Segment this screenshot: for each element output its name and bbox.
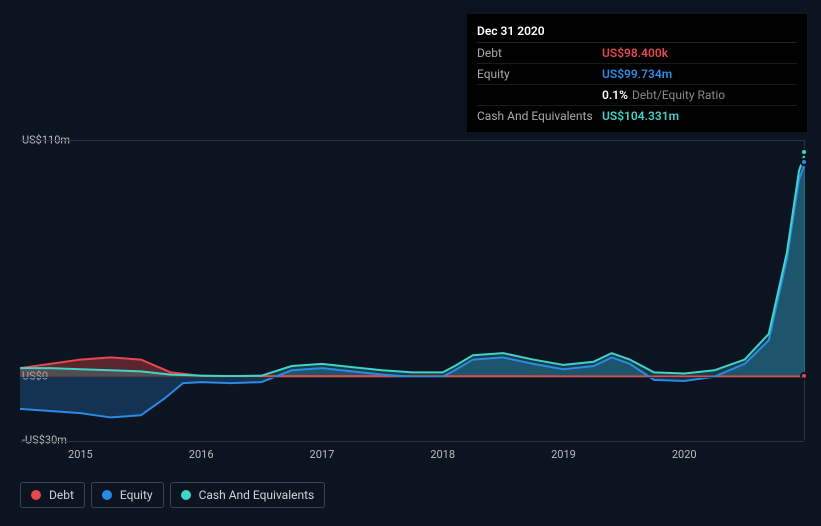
series-area-cash	[20, 153, 805, 377]
tooltip-row-value: US$98.400k	[602, 46, 668, 60]
x-axis: 2015 2016 2017 2018 2019 2020	[20, 445, 805, 465]
legend-swatch	[31, 490, 41, 500]
tooltip-row-value: US$99.734m	[602, 67, 672, 81]
chart-area: US$110mUS$0-US$30m 201520162017201820192…	[20, 120, 805, 465]
legend-item-cash[interactable]: Cash And Equivalents	[170, 482, 326, 508]
legend: Debt Equity Cash And Equivalents	[20, 482, 325, 508]
chart-panel: Dec 31 2020 DebtUS$98.400kEquityUS$99.73…	[0, 0, 821, 526]
legend-item-debt[interactable]: Debt	[20, 482, 85, 508]
legend-item-equity[interactable]: Equity	[91, 482, 164, 508]
legend-label: Equity	[120, 488, 153, 502]
hover-tooltip: Dec 31 2020 DebtUS$98.400kEquityUS$99.73…	[467, 14, 807, 132]
tooltip-row-suffix: Debt/Equity Ratio	[632, 88, 725, 102]
tooltip-row: DebtUS$98.400k	[477, 43, 797, 64]
tooltip-row: EquityUS$99.734m	[477, 64, 797, 85]
x-axis-label: 2016	[189, 448, 214, 461]
plot-area[interactable]	[20, 140, 805, 440]
legend-label: Debt	[49, 488, 74, 502]
legend-swatch	[102, 490, 112, 500]
tooltip-row-label: Equity	[477, 67, 602, 81]
series-area-equity	[20, 163, 805, 417]
tooltip-row: 0.1% Debt/Equity Ratio	[477, 85, 797, 106]
x-axis-label: 2019	[551, 448, 576, 461]
x-axis-label: 2015	[68, 448, 93, 461]
tooltip-row-value: 0.1%	[602, 88, 628, 102]
x-axis-label: 2020	[672, 448, 697, 461]
x-axis-label: 2017	[310, 448, 335, 461]
legend-label: Cash And Equivalents	[199, 488, 315, 502]
legend-swatch	[181, 490, 191, 500]
end-marker-equity	[800, 158, 808, 166]
tooltip-date: Dec 31 2020	[477, 20, 797, 43]
bottom-gridline	[20, 441, 804, 442]
series-line-cash	[20, 153, 805, 376]
end-marker-debt	[800, 372, 808, 380]
end-marker-cash	[800, 148, 808, 156]
tooltip-row-label	[477, 88, 602, 102]
zero-gridline	[20, 377, 804, 378]
chart-svg	[20, 141, 805, 441]
x-axis-label: 2018	[430, 448, 455, 461]
tooltip-row-label: Debt	[477, 46, 602, 60]
